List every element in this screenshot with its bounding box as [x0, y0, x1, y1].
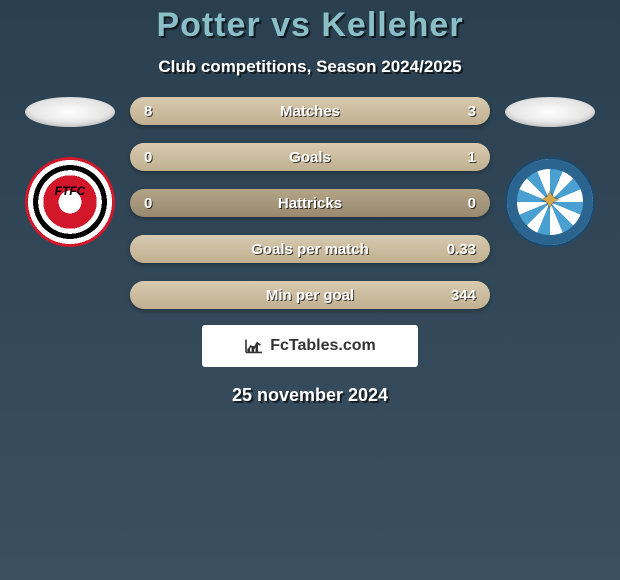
stat-value-right: 0.33: [447, 241, 476, 258]
chart-icon: [244, 338, 264, 354]
stat-value-right: 0: [468, 195, 476, 212]
stat-label: Goals per match: [130, 241, 490, 258]
credit-badge[interactable]: FcTables.com: [202, 325, 418, 367]
subtitle: Club competitions, Season 2024/2025: [0, 57, 620, 77]
stat-row: 0Goals1: [130, 143, 490, 171]
stat-label: Min per goal: [130, 287, 490, 304]
date-label: 25 november 2024: [0, 385, 620, 406]
player-right-placeholder: [505, 97, 595, 127]
player-right-side: [500, 97, 600, 247]
club-badge-left: [25, 157, 115, 247]
stat-row: Min per goal344: [130, 281, 490, 309]
stat-value-right: 3: [468, 103, 476, 120]
stat-bars: 8Matches30Goals10Hattricks0Goals per mat…: [130, 97, 490, 309]
stat-label: Hattricks: [130, 195, 490, 212]
player-left-placeholder: [25, 97, 115, 127]
stat-row: 8Matches3: [130, 97, 490, 125]
stat-value-right: 1: [468, 149, 476, 166]
stat-value-right: 344: [451, 287, 476, 304]
stat-row: Goals per match0.33: [130, 235, 490, 263]
stat-row: 0Hattricks0: [130, 189, 490, 217]
player-left-side: [20, 97, 120, 247]
stat-label: Matches: [130, 103, 490, 120]
credit-text: FcTables.com: [270, 337, 376, 355]
comparison-container: 8Matches30Goals10Hattricks0Goals per mat…: [0, 97, 620, 309]
stat-label: Goals: [130, 149, 490, 166]
page-title: Potter vs Kelleher: [0, 0, 620, 45]
club-badge-right: [505, 157, 595, 247]
